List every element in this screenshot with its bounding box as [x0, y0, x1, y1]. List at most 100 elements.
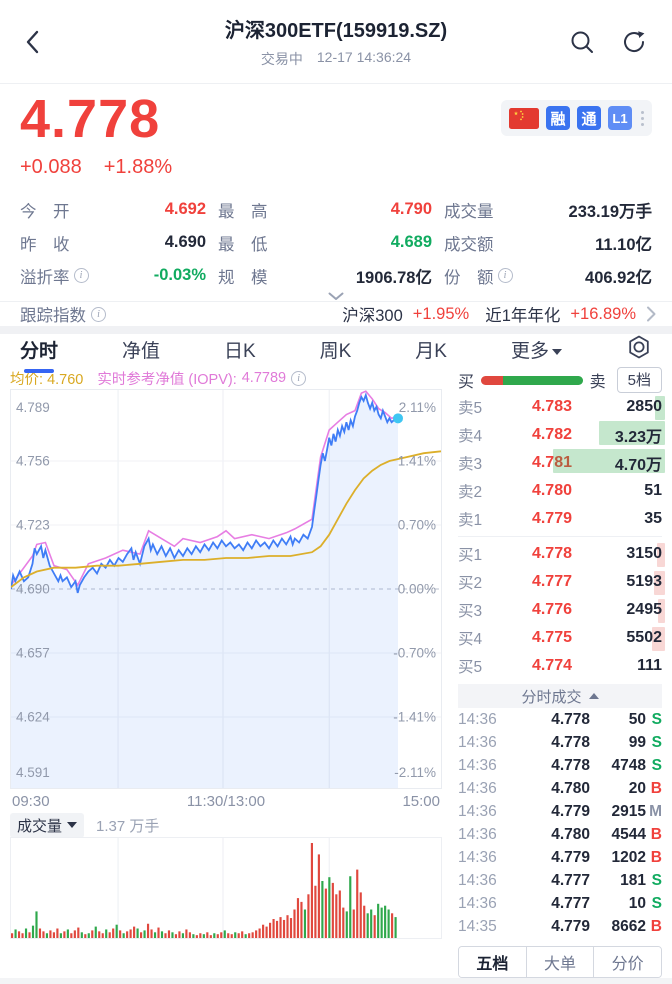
tag-badges[interactable]: 融通 L1	[501, 100, 652, 136]
intraday-chart[interactable]: 4.789 2.11% 4.756 1.41% 4.723 0.70% 4.690 0.00%…	[10, 389, 442, 789]
tape-row: 14:36 4.780 4544 B	[458, 825, 662, 843]
time-tick: 15:00	[402, 792, 440, 810]
info-icon[interactable]: i	[91, 306, 106, 322]
tab-月K[interactable]: 月K	[415, 341, 447, 362]
search-button[interactable]	[564, 24, 600, 60]
volume-chart[interactable]	[10, 837, 442, 939]
bid-levels: 买1 4.778 3150 买2 4.777 5193 买3 4.776 2495 买4 4.775…	[458, 540, 665, 680]
svg-text:-2.11%: -2.11%	[394, 765, 436, 780]
triangle-down-icon	[67, 822, 78, 828]
sell-label: 卖	[589, 374, 606, 391]
tape-row: 14:36 4.777 10 S	[458, 894, 662, 912]
tape-row: 14:36 4.778 4748 S	[458, 756, 662, 774]
iopv-label: 实时参考净值 (IOPV):	[97, 371, 237, 388]
refresh-icon	[624, 31, 645, 53]
tape-header[interactable]: 分时成交	[458, 684, 662, 708]
tab-分时[interactable]: 分时	[20, 336, 58, 363]
svg-text:-1.41%: -1.41%	[393, 710, 436, 725]
annualized-change: +16.89%	[570, 304, 636, 323]
volume-value: 1.37 万手	[96, 817, 160, 835]
depth-level-button[interactable]: 5档	[616, 367, 662, 393]
tab-日K[interactable]: 日K	[223, 341, 256, 362]
bid-level-买4[interactable]: 买4 4.775 5502	[458, 624, 665, 652]
svg-text:4.591: 4.591	[16, 765, 50, 780]
iopv-value: 4.7789	[241, 370, 287, 386]
tape-header-label: 分时成交	[521, 688, 582, 706]
tape-row: 14:36 4.779 2915 M	[458, 802, 662, 820]
quote-datetime: 12-17 14:36:24	[316, 49, 412, 65]
tab-净值[interactable]: 净值	[121, 341, 160, 362]
time-tick: 09:30	[12, 792, 50, 810]
ask-level-卖2[interactable]: 卖2 4.780 51	[458, 482, 662, 501]
svg-text:4.624: 4.624	[16, 710, 50, 725]
stat-cell: 份 额 i 406.92亿	[444, 268, 652, 287]
bid-level-买5[interactable]: 买5 4.774 111	[458, 657, 662, 676]
orderbook-tab-大单[interactable]: 大单	[525, 947, 594, 977]
svg-text:-0.70%: -0.70%	[393, 646, 436, 661]
orderbook-divider	[458, 536, 662, 537]
tab-更多[interactable]: 更多	[511, 336, 562, 363]
chart-tabbar: 分时 净值 日K 周K 月K 更多	[0, 334, 672, 365]
ask-level-卖1[interactable]: 卖1 4.779 35	[458, 510, 662, 529]
more-tags-icon[interactable]	[641, 110, 644, 126]
volume-label: 成交量	[17, 817, 63, 835]
stat-cell: 规 模 1906.78亿	[218, 268, 432, 287]
refresh-button[interactable]	[616, 24, 652, 60]
avg-price-label: 均价:	[10, 371, 44, 388]
orderbook-tab-五档[interactable]: 五档	[459, 947, 526, 977]
ask-level-卖5[interactable]: 卖5 4.783 2850	[458, 393, 665, 421]
tracking-index-label: 跟踪指数	[20, 307, 86, 325]
buy-sell-ratio-bar	[481, 375, 583, 385]
info-icon[interactable]: i	[497, 268, 513, 283]
tag-badge-通[interactable]: 通	[577, 106, 601, 130]
ask-levels: 卖5 4.783 2850 卖4 4.782 3.23万 卖3 4.781 4.70万卖2 4.7…	[458, 393, 665, 533]
stat-cell: 最 高 4.790	[218, 200, 432, 221]
header: 沪深300ETF(159919.SZ) 交易中 12-17 14:36:24	[0, 0, 672, 84]
search-icon	[571, 31, 593, 53]
info-icon[interactable]: i	[73, 268, 89, 283]
order-book-panel: 买 卖 5档 卖5 4.783 2850 卖4 4.782 3.23万 卖3 4.781 4.7…	[448, 365, 672, 978]
tape-row: 14:36 4.778 50 S	[458, 710, 662, 728]
orderbook-tab-分价[interactable]: 分价	[593, 947, 661, 977]
time-tick: 11:30/13:00	[186, 792, 266, 810]
buy-label: 买	[458, 374, 475, 391]
tag-badge-融[interactable]: 融	[546, 106, 570, 130]
ask-level-卖3[interactable]: 卖3 4.781 4.70万	[458, 449, 665, 477]
tracking-index-row[interactable]: 跟踪指数 i 沪深300 +1.95% 近1年年化 +16.89%	[0, 301, 672, 326]
page-title: 沪深300ETF(159919.SZ)	[224, 20, 448, 42]
volume-selector[interactable]: 成交量	[10, 812, 85, 838]
chart-settings-button[interactable]	[626, 334, 652, 365]
triangle-down-icon	[551, 348, 562, 355]
tag-badge-L1[interactable]: L1	[608, 106, 632, 130]
stat-cell: 昨 收 4.690	[20, 233, 206, 254]
tape-row: 14:36 4.777 181 S	[458, 871, 662, 889]
price-change: +0.088	[20, 156, 82, 178]
stat-cell: 成交量 233.19万手	[444, 202, 652, 221]
stat-cell: 今 开 4.692	[20, 200, 206, 221]
info-icon[interactable]: i	[291, 370, 307, 386]
svg-text:4.789: 4.789	[16, 400, 50, 415]
hexagon-settings-icon	[629, 335, 649, 359]
expand-stats-button[interactable]	[0, 292, 672, 301]
svg-text:4.723: 4.723	[16, 518, 50, 533]
triangle-up-icon	[588, 693, 599, 699]
main-panels: 均价: 4.760 实时参考净值 (IOPV): 4.7789 i 4.789 2…	[0, 365, 672, 978]
tape-list: 14:36 4.778 50 S 14:36 4.778 99 S 14:36 4.778 4748…	[458, 708, 662, 938]
bid-level-买3[interactable]: 买3 4.776 2495	[458, 596, 665, 624]
bid-level-买2[interactable]: 买2 4.777 5193	[458, 568, 665, 596]
stat-cell: 最 低 4.689	[218, 233, 432, 254]
ask-level-卖4[interactable]: 卖4 4.782 3.23万	[458, 421, 665, 449]
tab-周K[interactable]: 周K	[319, 341, 352, 362]
tape-row: 14:35 4.779 8662 B	[458, 917, 662, 935]
index-name: 沪深300	[342, 307, 403, 325]
bid-level-买1[interactable]: 买1 4.778 3150	[458, 540, 665, 568]
back-button[interactable]	[14, 24, 50, 60]
chevron-left-icon	[26, 30, 39, 54]
stats-grid: 今 开 4.692 最 高 4.790 成交量 233.19万手昨 收 4.690 最 低 4.…	[0, 191, 672, 292]
quote-section: 4.778 +0.088 +1.88% 融通 L1	[0, 84, 672, 191]
price-change-pct: +1.88%	[103, 156, 173, 178]
svg-text:1.41%: 1.41%	[398, 454, 436, 469]
index-change: +1.95%	[412, 304, 470, 323]
tape-row: 14:36 4.778 99 S	[458, 733, 662, 751]
